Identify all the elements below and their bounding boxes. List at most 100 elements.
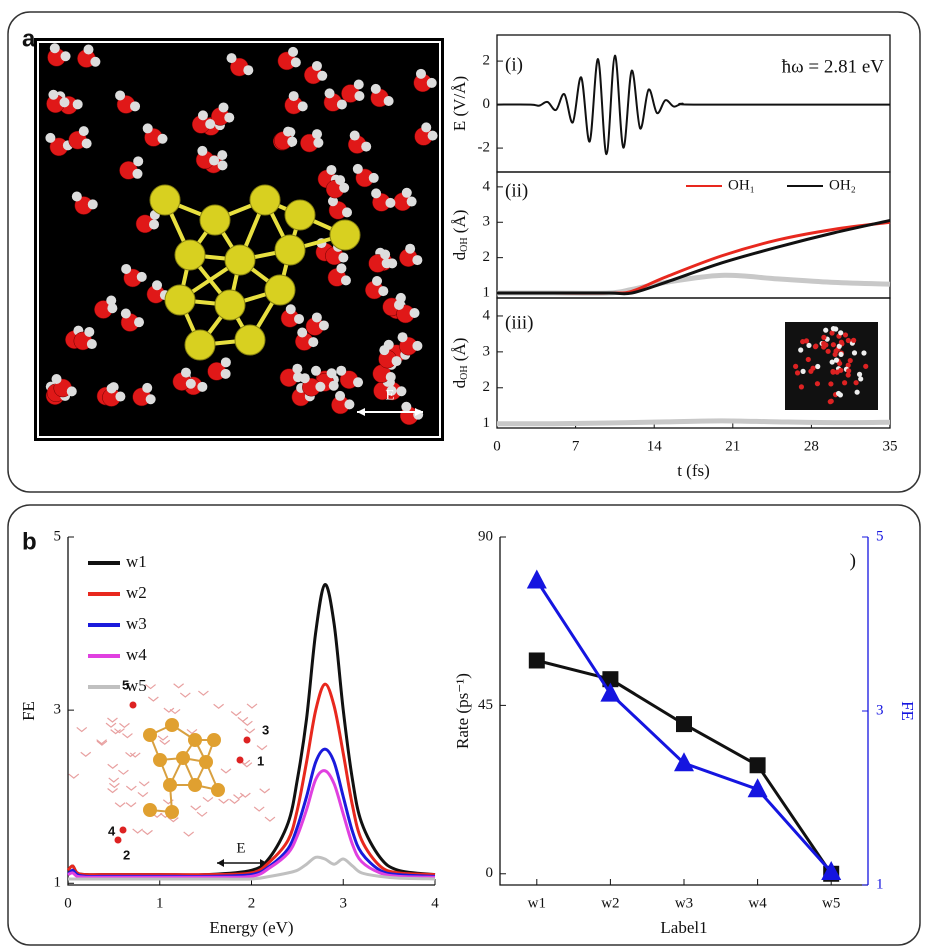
hydrogen bbox=[226, 53, 237, 64]
water-stick bbox=[108, 777, 120, 783]
legend-label: w3 bbox=[126, 614, 147, 633]
hydrogen bbox=[49, 43, 60, 54]
inset-dot bbox=[835, 390, 842, 397]
marker bbox=[747, 778, 768, 798]
cluster-inset bbox=[68, 683, 276, 844]
panel-label: b bbox=[22, 528, 37, 555]
water-stick bbox=[233, 794, 244, 800]
series-line bbox=[66, 682, 436, 877]
water-stick bbox=[183, 831, 195, 837]
water-stick bbox=[259, 788, 271, 794]
hydrogen bbox=[308, 337, 319, 348]
hydrogen bbox=[415, 68, 426, 79]
inset-dot bbox=[847, 357, 853, 364]
water-stick bbox=[105, 722, 117, 728]
hydrogen bbox=[311, 365, 322, 376]
water-stick bbox=[253, 806, 265, 812]
cluster-atom bbox=[163, 778, 177, 792]
x-tick-label: 21 bbox=[725, 438, 740, 454]
inset-dot bbox=[830, 368, 836, 375]
panel-tag: (ii) bbox=[505, 180, 528, 201]
hydrogen bbox=[149, 219, 160, 230]
inset-dot bbox=[812, 344, 819, 350]
water-stick bbox=[107, 763, 119, 770]
y-axis-label-main: d bbox=[450, 251, 469, 260]
inset-dot bbox=[827, 399, 833, 405]
inset-dot bbox=[854, 389, 860, 395]
hydrogen bbox=[368, 172, 379, 183]
water-stick bbox=[107, 788, 118, 794]
legend-label: w1 bbox=[126, 552, 147, 571]
hydrogen bbox=[427, 130, 438, 141]
y-axis-label: dOH (Å) bbox=[450, 338, 470, 389]
hydrogen bbox=[336, 99, 347, 110]
y-axis-label-main: E (V/Å) bbox=[450, 76, 469, 131]
inset-dot bbox=[828, 381, 834, 387]
hydrogen bbox=[136, 271, 147, 282]
hydrogen bbox=[217, 160, 228, 171]
inset-dot bbox=[845, 362, 851, 368]
x-tick-label: 4 bbox=[431, 895, 439, 911]
marker bbox=[600, 682, 621, 702]
y-tick-label: 3 bbox=[54, 702, 62, 718]
water-stick bbox=[68, 773, 80, 779]
inset-dot bbox=[863, 363, 869, 369]
x-tick-label: 7 bbox=[572, 438, 580, 454]
inset-dot bbox=[830, 326, 837, 332]
hydrogen bbox=[372, 275, 383, 286]
inset-dot bbox=[793, 363, 799, 369]
water-stick bbox=[109, 782, 120, 789]
inset-dot bbox=[806, 342, 812, 349]
hydrogen bbox=[90, 56, 101, 67]
legend-label: w2 bbox=[126, 583, 147, 602]
water-stick bbox=[80, 751, 92, 758]
hydrogen bbox=[87, 199, 98, 210]
inset-label: 4 bbox=[108, 823, 116, 838]
water-stick bbox=[237, 716, 249, 723]
water-stick bbox=[129, 752, 141, 758]
water-stick bbox=[220, 768, 232, 774]
water-stick bbox=[173, 683, 185, 689]
marker bbox=[676, 716, 692, 733]
hydrogen bbox=[326, 164, 337, 175]
hydrogen bbox=[287, 136, 298, 147]
y-tick-label: -2 bbox=[478, 140, 491, 156]
y-tick-label: 2 bbox=[483, 249, 491, 265]
axes-frame bbox=[496, 297, 891, 429]
hydrogen bbox=[401, 401, 412, 412]
inset-dot bbox=[794, 370, 801, 376]
y-axis-label: dOH (Å) bbox=[450, 210, 470, 261]
hydrogen bbox=[290, 57, 301, 68]
hydrogen bbox=[327, 196, 338, 207]
x-tick-label: 0 bbox=[64, 895, 72, 911]
water-stick bbox=[229, 798, 240, 805]
hydrogen bbox=[115, 391, 126, 402]
x-tick-label: 2 bbox=[248, 895, 256, 911]
inset-dot bbox=[838, 339, 844, 345]
marker bbox=[602, 671, 619, 688]
molecule-drawing bbox=[45, 43, 438, 426]
panel-tag: (iii) bbox=[505, 312, 534, 333]
hydrogen bbox=[220, 357, 231, 368]
panel-a-frame bbox=[7, 11, 921, 493]
gold-atom bbox=[149, 184, 181, 216]
gold-atom bbox=[199, 204, 231, 236]
hydrogen bbox=[385, 371, 396, 382]
hydrogen bbox=[297, 327, 308, 338]
legend-label: OH₁ bbox=[728, 177, 755, 193]
y-tick-label: 4 bbox=[483, 307, 491, 323]
inset-dot bbox=[846, 368, 852, 374]
x-tick-label: w1 bbox=[528, 895, 546, 911]
series-line bbox=[497, 272, 891, 296]
inset-dot bbox=[838, 330, 844, 336]
water-stick bbox=[198, 690, 209, 696]
y-tick-label: 4 bbox=[483, 178, 491, 194]
hydrogen bbox=[328, 380, 339, 391]
hydrogen bbox=[142, 382, 153, 393]
hydrogen bbox=[288, 46, 299, 57]
inset-dot bbox=[830, 342, 836, 348]
cluster-atom bbox=[207, 733, 221, 747]
gold-atom bbox=[174, 239, 206, 271]
legend-label: w4 bbox=[126, 645, 147, 664]
hydrogen bbox=[394, 299, 405, 310]
